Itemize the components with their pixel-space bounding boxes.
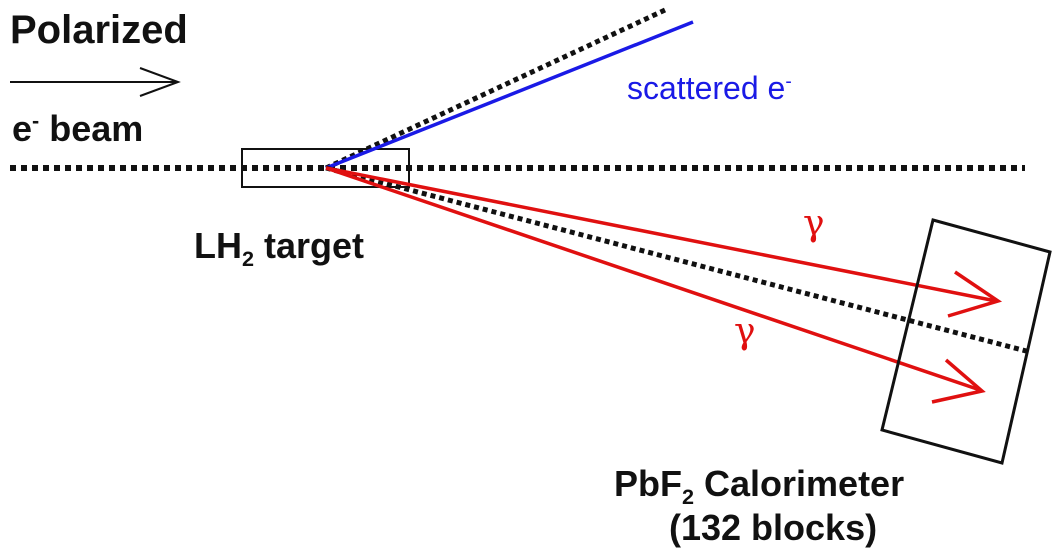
electron-reference-dotted-line [324, 7, 667, 171]
gamma-upper-label: γ [803, 203, 825, 244]
polarized-label: Polarized [10, 8, 188, 52]
target-label-sub: 2 [242, 246, 255, 272]
calorimeter-label-prefix: PbF [614, 463, 682, 504]
calorimeter-blocks-label: (132 blocks) [669, 507, 878, 548]
pion-reference-dotted-line [325, 165, 1031, 355]
scattered-electron-label-sup: - [785, 71, 792, 93]
beam-direction-arrow [10, 67, 181, 97]
target-label: LH2 target [194, 228, 364, 270]
calorimeter-label: PbF2 Calorimeter [614, 466, 904, 508]
scattered-electron-label: scattered e- [627, 72, 792, 104]
scattered-electron-track [325, 20, 694, 170]
gamma-lower-label: γ [734, 311, 756, 352]
target-label-prefix: LH [194, 225, 242, 266]
upper-photon-track [325, 166, 1003, 318]
beam-label: e- beam [12, 110, 143, 147]
calorimeter-box [880, 218, 1052, 465]
lower-photon-track [325, 166, 986, 404]
lh2-target-box [241, 148, 410, 188]
target-label-suffix: target [254, 225, 365, 266]
beam-label-sup: - [32, 108, 40, 133]
beam-label-prefix: e [12, 108, 33, 149]
scattered-electron-label-prefix: scattered e [627, 70, 786, 106]
calorimeter-label-suffix: Calorimeter [694, 463, 905, 504]
calorimeter-label-sub: 2 [682, 484, 695, 510]
beam-label-suffix: beam [39, 108, 144, 149]
